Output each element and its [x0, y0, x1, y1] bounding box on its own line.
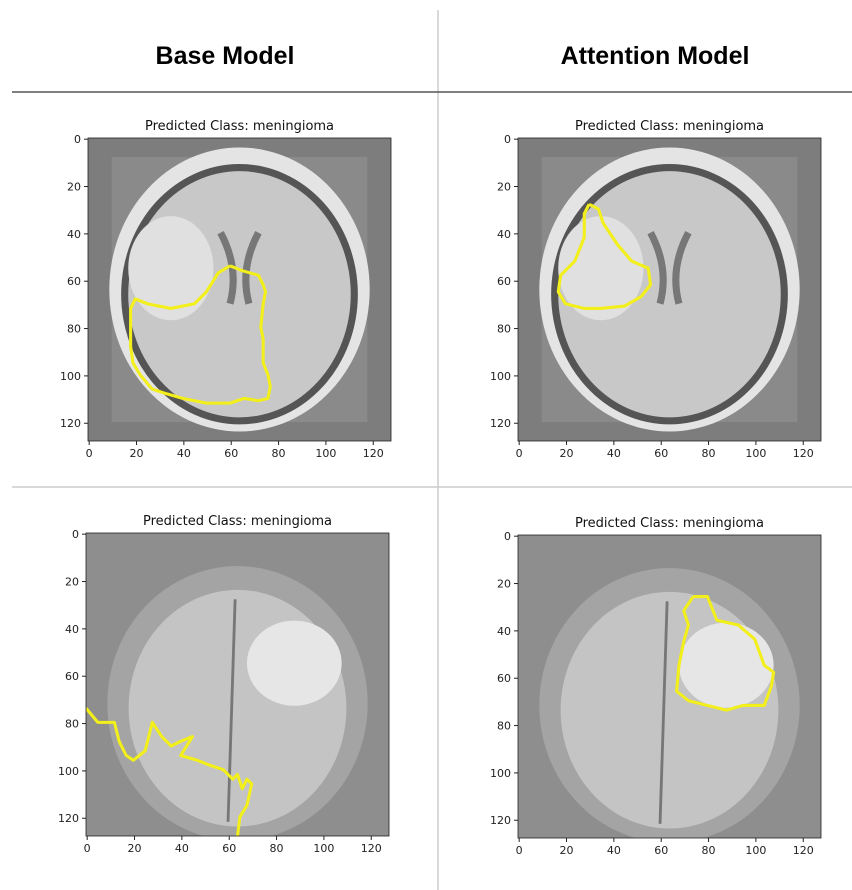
x-tick-label: 80: [702, 447, 716, 460]
x-tick-label: 40: [607, 447, 621, 460]
x-tick-label: 100: [313, 842, 334, 855]
y-tick-label: 100: [490, 767, 511, 780]
x-tick-label: 80: [702, 844, 716, 857]
y-tick-label: 0: [504, 133, 511, 146]
x-tick-label: 120: [361, 842, 382, 855]
y-tick-label: 80: [67, 323, 81, 336]
y-tick-label: 20: [67, 181, 81, 194]
x-tick-label: 20: [560, 844, 574, 857]
mri-image: [88, 138, 391, 441]
y-tick-label: 120: [60, 417, 81, 430]
x-tick-label: 60: [224, 447, 238, 460]
mri-image: [86, 533, 389, 841]
mri-image: [518, 535, 821, 843]
x-tick-label: 120: [793, 844, 814, 857]
x-tick-label: 0: [516, 447, 523, 460]
x-tick-label: 120: [793, 447, 814, 460]
y-tick-label: 80: [497, 720, 511, 733]
column-header: Attention Model: [561, 42, 750, 70]
x-tick-label: 100: [745, 447, 766, 460]
y-tick-label: 0: [72, 528, 79, 541]
x-tick-label: 0: [84, 842, 91, 855]
y-tick-label: 20: [65, 576, 79, 589]
y-tick-label: 0: [504, 530, 511, 543]
mri-image: [518, 138, 821, 441]
x-tick-label: 40: [607, 844, 621, 857]
y-tick-label: 80: [497, 323, 511, 336]
x-tick-label: 100: [315, 447, 336, 460]
lesion: [679, 623, 774, 708]
y-tick-label: 0: [74, 133, 81, 146]
y-tick-label: 100: [60, 370, 81, 383]
y-tick-label: 40: [65, 623, 79, 636]
y-tick-label: 60: [497, 275, 511, 288]
x-tick-label: 40: [175, 842, 189, 855]
panel-title: Predicted Class: meningioma: [145, 119, 334, 134]
x-tick-label: 80: [272, 447, 286, 460]
panel-title: Predicted Class: meningioma: [575, 516, 764, 531]
x-tick-label: 60: [222, 842, 236, 855]
lesion: [128, 216, 213, 320]
y-tick-label: 120: [490, 814, 511, 827]
y-tick-label: 20: [497, 181, 511, 194]
x-tick-label: 60: [654, 447, 668, 460]
y-tick-label: 60: [497, 672, 511, 685]
x-tick-label: 120: [363, 447, 384, 460]
x-tick-label: 20: [130, 447, 144, 460]
panel-title: Predicted Class: meningioma: [575, 119, 764, 134]
x-tick-label: 20: [560, 447, 574, 460]
y-tick-label: 40: [67, 228, 81, 241]
column-header: Base Model: [156, 42, 295, 70]
figure: Base Model Attention Model Predicted Cla…: [0, 0, 852, 890]
y-tick-label: 60: [67, 275, 81, 288]
y-tick-label: 100: [490, 370, 511, 383]
panel-title: Predicted Class: meningioma: [143, 514, 332, 529]
y-tick-label: 40: [497, 228, 511, 241]
y-tick-label: 120: [58, 812, 79, 825]
x-tick-label: 40: [177, 447, 191, 460]
y-tick-label: 60: [65, 670, 79, 683]
x-tick-label: 80: [270, 842, 284, 855]
x-tick-label: 100: [745, 844, 766, 857]
y-tick-label: 100: [58, 765, 79, 778]
y-tick-label: 80: [65, 718, 79, 731]
y-tick-label: 40: [497, 625, 511, 638]
lesion: [247, 621, 342, 706]
y-tick-label: 20: [497, 578, 511, 591]
x-tick-label: 0: [516, 844, 523, 857]
x-tick-label: 60: [654, 844, 668, 857]
x-tick-label: 20: [128, 842, 142, 855]
y-tick-label: 120: [490, 417, 511, 430]
x-tick-label: 0: [86, 447, 93, 460]
